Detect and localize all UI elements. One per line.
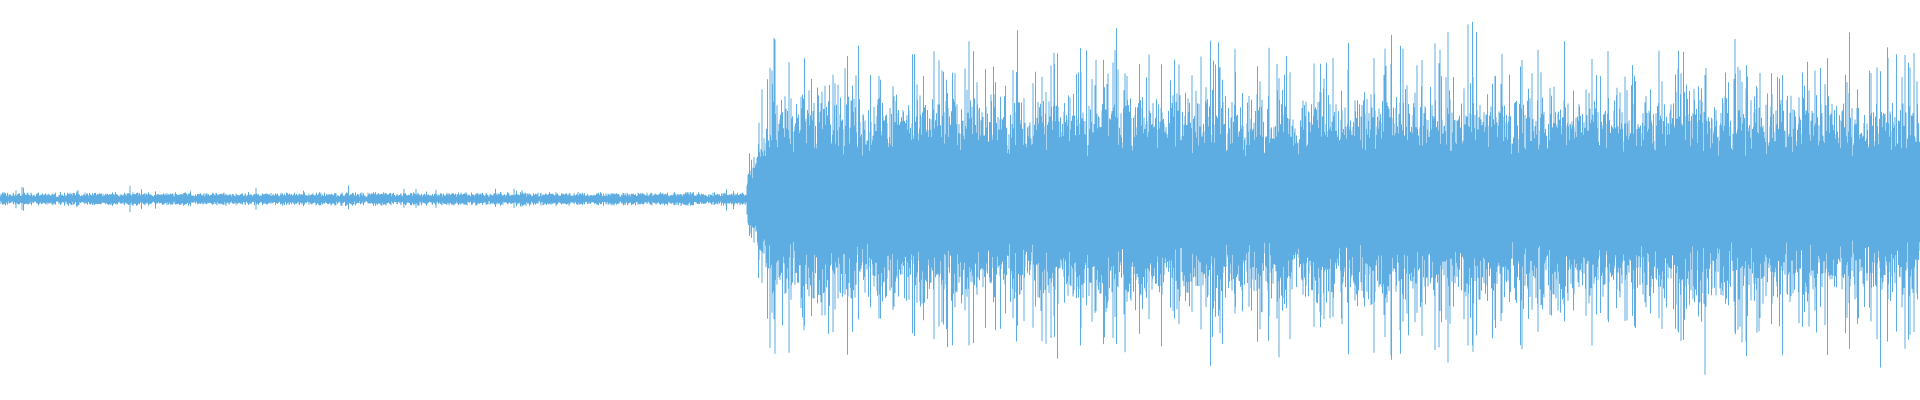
waveform-trace [0,21,1920,375]
